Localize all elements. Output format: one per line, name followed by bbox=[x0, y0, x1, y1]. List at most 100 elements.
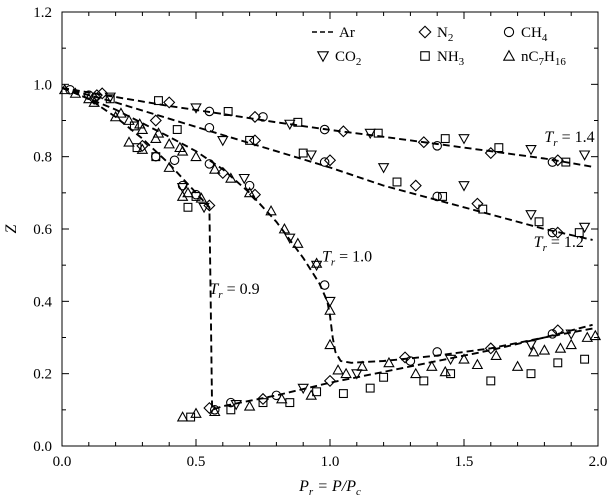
ch4-marker bbox=[503, 26, 515, 38]
co2-marker bbox=[104, 92, 117, 103]
nh3-marker bbox=[574, 228, 584, 238]
c7h16-marker bbox=[471, 358, 484, 370]
n2-marker bbox=[337, 125, 350, 138]
c7h16-marker bbox=[182, 186, 194, 198]
c7h16-marker bbox=[88, 96, 100, 107]
n2-marker bbox=[216, 166, 229, 180]
co2-marker bbox=[458, 181, 470, 192]
c7h16-marker bbox=[340, 367, 352, 379]
legend-item-c7: nC7H16 bbox=[502, 49, 566, 68]
c7h16-marker bbox=[265, 204, 277, 216]
c7h16-marker bbox=[554, 342, 567, 353]
c7h16-marker bbox=[332, 364, 344, 375]
nh3-marker bbox=[312, 387, 322, 397]
co2-marker bbox=[525, 340, 537, 351]
n2-marker bbox=[256, 392, 270, 406]
c7h16-marker bbox=[490, 349, 502, 360]
nh3-marker bbox=[245, 135, 255, 145]
n2-marker bbox=[248, 134, 262, 147]
c7h16-marker bbox=[511, 360, 524, 371]
nh3-marker bbox=[298, 148, 308, 158]
nh3-marker bbox=[494, 143, 504, 153]
c7h16-marker bbox=[208, 405, 221, 417]
legend-label-nh3: NH3 bbox=[437, 49, 465, 68]
curve-label: Tr = 1.2 bbox=[534, 234, 584, 254]
n2-marker bbox=[90, 89, 103, 102]
co2-marker bbox=[316, 51, 330, 63]
legend-label-n2: N2 bbox=[437, 25, 453, 44]
legend-item-co2: CO2 bbox=[316, 49, 361, 68]
curve-label: Tr = 1.4 bbox=[544, 129, 594, 149]
y-tick-label: 1.0 bbox=[33, 77, 52, 93]
nh3-marker bbox=[105, 94, 115, 104]
nh3-marker bbox=[486, 376, 496, 386]
co2-marker bbox=[324, 296, 336, 308]
x-tick-label: 2.0 bbox=[589, 454, 608, 470]
co2-marker bbox=[176, 182, 189, 194]
legend-label-c7: nC7H16 bbox=[521, 49, 566, 68]
nh3-marker bbox=[373, 128, 383, 138]
c7h16-marker bbox=[409, 367, 422, 379]
nh3-marker bbox=[553, 358, 563, 368]
c7h16-marker bbox=[581, 331, 594, 342]
c7h16-marker bbox=[115, 107, 127, 118]
axes: 0.0 0.5 1.0 1.5 2.0 0.0 0.2 0.4 0.6 0.8 1.0 1.2 Pr =… bbox=[3, 5, 607, 498]
co2-marker bbox=[458, 134, 470, 145]
co2-marker bbox=[578, 222, 591, 234]
ch4-marker bbox=[244, 180, 255, 191]
nh3-marker bbox=[226, 405, 236, 415]
legend: Ar N2 CH4 CO2 NH3 nC7H16 bbox=[312, 25, 566, 68]
c7h16-marker bbox=[190, 407, 202, 418]
y-tick-label: 0.4 bbox=[33, 294, 52, 310]
co2-marker bbox=[444, 354, 457, 366]
c7h16-marker bbox=[538, 344, 551, 355]
ch4-marker bbox=[226, 397, 236, 408]
isotherm-curve bbox=[61, 87, 593, 411]
curve-label: Tr = 0.9 bbox=[209, 281, 259, 301]
nh3-marker bbox=[440, 134, 450, 144]
nh3-marker bbox=[526, 369, 536, 379]
co2-marker bbox=[190, 103, 202, 114]
ch4-marker bbox=[209, 405, 220, 415]
nh3-marker bbox=[420, 51, 430, 61]
c7h16-marker bbox=[163, 161, 175, 172]
c7h16-marker bbox=[292, 237, 304, 248]
markers bbox=[58, 83, 602, 422]
c7h16-marker bbox=[310, 257, 323, 268]
c7h16-marker bbox=[278, 223, 291, 234]
ch4-marker bbox=[151, 151, 161, 162]
curve-label: Tr = 1.0 bbox=[322, 249, 372, 269]
nh3-marker bbox=[223, 106, 233, 116]
legend-label-co2: CO2 bbox=[335, 49, 361, 68]
n2-marker bbox=[471, 197, 484, 210]
n2-marker bbox=[248, 110, 262, 123]
ch4-marker bbox=[319, 280, 330, 290]
ch4-marker bbox=[204, 106, 215, 117]
co2-marker bbox=[284, 119, 296, 131]
nh3-marker bbox=[478, 204, 488, 214]
co2-marker bbox=[578, 150, 591, 161]
plot-frame bbox=[61, 11, 599, 447]
co2-marker bbox=[284, 233, 296, 245]
nh3-marker bbox=[293, 117, 303, 127]
y-tick-label: 0.6 bbox=[33, 222, 52, 238]
nh3-marker bbox=[534, 217, 544, 227]
n2-marker bbox=[96, 87, 109, 100]
y-axis-label: Z bbox=[3, 223, 20, 233]
n2-marker bbox=[163, 96, 176, 109]
c7h16-marker bbox=[109, 110, 122, 122]
c7h16-marker bbox=[439, 365, 452, 377]
co2-marker bbox=[525, 210, 537, 221]
y-tick-label: 0.2 bbox=[33, 367, 52, 383]
n2-marker bbox=[409, 179, 422, 192]
nh3-series bbox=[105, 94, 590, 422]
y-tick-label: 1.2 bbox=[33, 5, 52, 21]
c7h16-marker bbox=[305, 389, 318, 400]
curve-labels: Tr = 1.4 Tr = 1.2 Tr = 1.0 Tr = 0.9 bbox=[209, 129, 594, 301]
c7h16-marker bbox=[176, 190, 189, 201]
co2-marker bbox=[377, 163, 390, 174]
ch4-marker bbox=[432, 191, 442, 202]
n2-marker bbox=[417, 136, 430, 149]
y-tick-label: 0.8 bbox=[33, 150, 52, 166]
